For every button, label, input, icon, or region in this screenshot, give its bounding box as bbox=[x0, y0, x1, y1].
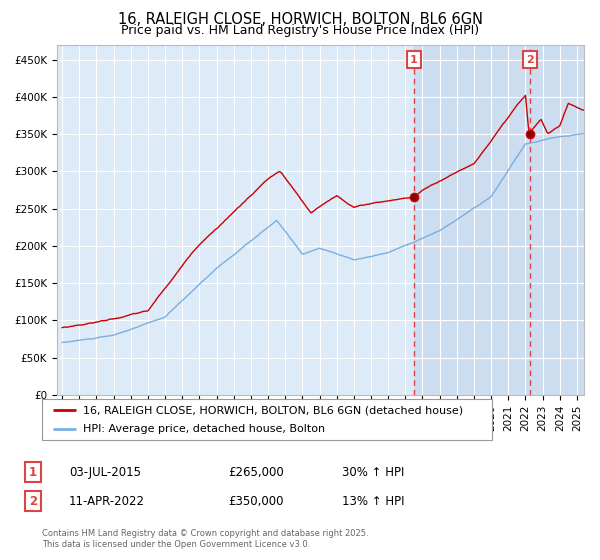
Text: Contains HM Land Registry data © Crown copyright and database right 2025.
This d: Contains HM Land Registry data © Crown c… bbox=[42, 529, 368, 549]
Text: Price paid vs. HM Land Registry's House Price Index (HPI): Price paid vs. HM Land Registry's House … bbox=[121, 24, 479, 36]
Bar bbox=[414, 45, 593, 395]
Text: 11-APR-2022: 11-APR-2022 bbox=[69, 494, 145, 508]
Text: 1: 1 bbox=[29, 465, 37, 479]
Text: 13% ↑ HPI: 13% ↑ HPI bbox=[342, 494, 404, 508]
Text: £265,000: £265,000 bbox=[228, 465, 284, 479]
Text: 30% ↑ HPI: 30% ↑ HPI bbox=[342, 465, 404, 479]
Text: 1: 1 bbox=[410, 55, 418, 65]
Text: 03-JUL-2015: 03-JUL-2015 bbox=[69, 465, 141, 479]
Text: 16, RALEIGH CLOSE, HORWICH, BOLTON, BL6 6GN: 16, RALEIGH CLOSE, HORWICH, BOLTON, BL6 … bbox=[118, 12, 482, 27]
Text: HPI: Average price, detached house, Bolton: HPI: Average price, detached house, Bolt… bbox=[83, 424, 325, 433]
Text: £350,000: £350,000 bbox=[228, 494, 284, 508]
Text: 2: 2 bbox=[526, 55, 534, 65]
Text: 16, RALEIGH CLOSE, HORWICH, BOLTON, BL6 6GN (detached house): 16, RALEIGH CLOSE, HORWICH, BOLTON, BL6 … bbox=[83, 405, 463, 415]
Text: 2: 2 bbox=[29, 494, 37, 508]
